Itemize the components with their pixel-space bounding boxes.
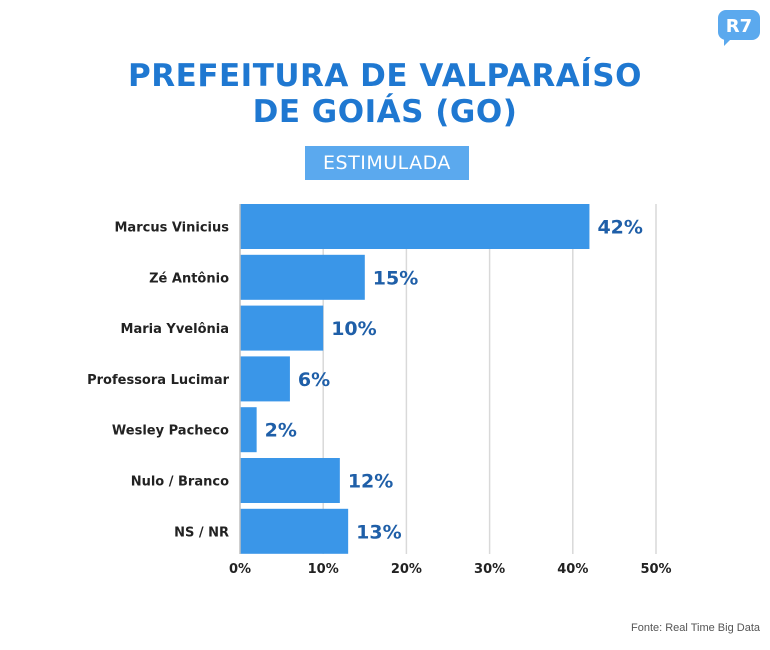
bar — [240, 407, 257, 453]
x-tick-label: 50% — [640, 562, 671, 577]
bar — [240, 254, 365, 300]
bar — [240, 305, 324, 351]
chart-title-line-1: PREFEITURA DE VALPARAÍSO — [128, 58, 642, 94]
r7-logo: R7 — [718, 10, 760, 46]
bar — [240, 458, 340, 503]
category-label: NS / NR — [174, 525, 229, 540]
bar — [240, 508, 349, 554]
value-label: 2% — [265, 420, 297, 442]
value-label: 13% — [356, 521, 401, 543]
category-label: Professora Lucimar — [87, 373, 229, 388]
value-label: 42% — [597, 217, 642, 239]
x-tick-label: 10% — [308, 562, 339, 577]
x-tick-label: 20% — [391, 562, 422, 577]
bar — [240, 356, 290, 402]
value-label: 6% — [298, 369, 330, 391]
x-tick-label: 40% — [557, 562, 588, 577]
value-label: 10% — [331, 318, 376, 340]
scenario-badge: ESTIMULADA — [305, 146, 469, 180]
category-label: Zé Antônio — [149, 271, 229, 286]
value-label: 15% — [373, 267, 418, 289]
category-label: Nulo / Branco — [131, 475, 229, 490]
category-label: Maria Yvelônia — [121, 322, 229, 337]
chart-title-line-2: DE GOIÁS (GO) — [252, 94, 518, 130]
x-tick-label: 30% — [474, 562, 505, 577]
category-label: Marcus Vinicius — [115, 221, 230, 236]
x-tick-label: 0% — [229, 562, 251, 577]
category-label: Wesley Pacheco — [112, 424, 229, 439]
bar — [240, 204, 590, 249]
source-note: Fonte: Real Time Big Data — [630, 622, 760, 634]
value-label: 12% — [348, 471, 393, 493]
logo-text: R7 — [726, 16, 752, 37]
